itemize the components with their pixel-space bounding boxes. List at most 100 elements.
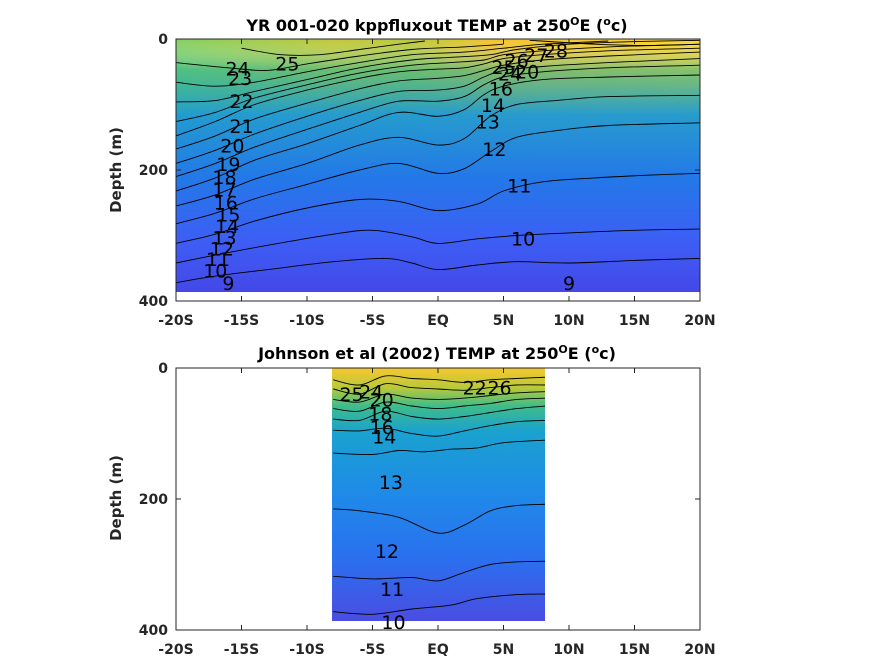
contour-label: 17 bbox=[212, 179, 236, 201]
contour-label: 25 bbox=[275, 54, 299, 76]
contour-label: 25 bbox=[491, 57, 515, 79]
contour-line-21 bbox=[176, 43, 700, 122]
contour-line-13 bbox=[176, 94, 700, 207]
x-tick-label: -5S bbox=[360, 313, 386, 329]
contour-line-20 bbox=[333, 391, 545, 403]
x-tick-label: 20N bbox=[684, 313, 715, 329]
top-panel-title: YR 001-020 kppfluxout TEMP at 250OE (oc) bbox=[245, 15, 627, 36]
x-tick-label: 15N bbox=[619, 642, 650, 656]
contour-label: 26 bbox=[487, 377, 511, 399]
contour-label: 27 bbox=[524, 45, 548, 67]
contour-line-25 bbox=[241, 40, 425, 56]
y-tick-label: 0 bbox=[158, 361, 168, 377]
x-tick-label: EQ bbox=[427, 642, 449, 656]
contour-label: 16 bbox=[489, 79, 513, 101]
x-tick-label: EQ bbox=[427, 313, 449, 329]
bottom-y-axis: 0 200 400 bbox=[139, 361, 700, 639]
contour-label: 19 bbox=[216, 154, 240, 176]
contour-line-24 bbox=[333, 375, 545, 386]
contour-line-12 bbox=[176, 122, 700, 225]
contour-label: 20 bbox=[220, 136, 244, 158]
y-tick-label: 200 bbox=[139, 163, 168, 179]
x-tick-label: -10S bbox=[289, 642, 324, 656]
x-tick-label: -20S bbox=[158, 642, 193, 656]
contour-line-10 bbox=[333, 593, 545, 615]
contour-line-18 bbox=[333, 397, 545, 412]
contour-line-27 bbox=[529, 39, 700, 46]
top-y-axis-label: Depth (m) bbox=[107, 127, 125, 213]
x-tick-label: 5N bbox=[493, 313, 514, 329]
top-x-axis: -20S -15S -10S -5S EQ 5N 10N 15N 20N bbox=[158, 39, 716, 329]
top-panel: YR 001-020 kppfluxout TEMP at 250OE (oc)… bbox=[107, 15, 716, 330]
contour-label: 11 bbox=[380, 579, 404, 601]
x-tick-label: -5S bbox=[360, 642, 386, 656]
contour-label: 9 bbox=[222, 273, 234, 295]
contour-label: 12 bbox=[375, 541, 399, 563]
bottom-x-axis: -20S -15S -10S -5S EQ 5N 10N 15N 20N bbox=[158, 368, 716, 656]
contour-line-18 bbox=[176, 51, 700, 150]
contour-line-22 bbox=[333, 383, 545, 395]
y-tick-label: 400 bbox=[139, 623, 168, 639]
bottom-panel-title: Johnson et al (2002) TEMP at 250OE (oc) bbox=[257, 343, 616, 364]
contour-line-23 bbox=[176, 40, 609, 87]
contour-line-24 bbox=[176, 43, 504, 71]
contour-label: 22 bbox=[463, 377, 487, 399]
contour-label: 20 bbox=[515, 62, 539, 84]
contour-label: 24 bbox=[498, 64, 522, 86]
contour-label: 16 bbox=[214, 193, 238, 215]
bottom-panel: Johnson et al (2002) TEMP at 250OE (oc) … bbox=[107, 343, 716, 656]
x-tick-label: 10N bbox=[553, 313, 584, 329]
bottom-field bbox=[332, 368, 545, 621]
x-tick-label: 20N bbox=[684, 642, 715, 656]
x-tick-label: -15S bbox=[224, 313, 259, 329]
x-tick-label: 10N bbox=[553, 642, 584, 656]
contour-label: 22 bbox=[229, 91, 253, 113]
contour-line-9 bbox=[176, 257, 700, 284]
contour-label: 10 bbox=[381, 612, 405, 634]
contour-label: 13 bbox=[379, 472, 403, 494]
y-tick-label: 400 bbox=[139, 294, 168, 310]
contour-label: 21 bbox=[229, 116, 253, 138]
contour-line-20 bbox=[176, 47, 700, 137]
top-contour-labels: 2524232221201918171615141312111092827262… bbox=[203, 41, 575, 296]
contour-label: 12 bbox=[210, 238, 234, 260]
contour-label: 14 bbox=[481, 95, 505, 117]
top-field bbox=[176, 39, 700, 292]
contour-label: 24 bbox=[359, 381, 383, 403]
contour-label: 18 bbox=[212, 167, 236, 189]
contour-label: 18 bbox=[368, 404, 392, 426]
contour-label: 24 bbox=[225, 58, 249, 80]
bottom-y-axis-label: Depth (m) bbox=[107, 455, 125, 541]
contour-line-13 bbox=[333, 439, 545, 456]
contour-label: 20 bbox=[370, 389, 394, 411]
contour-line-12 bbox=[333, 503, 545, 534]
x-tick-label: -10S bbox=[289, 313, 324, 329]
x-tick-label: -20S bbox=[158, 313, 193, 329]
contour-label: 13 bbox=[476, 111, 500, 133]
contour-label: 9 bbox=[563, 273, 575, 295]
contour-label: 15 bbox=[216, 204, 240, 226]
contour-label: 10 bbox=[203, 261, 227, 283]
contour-label: 23 bbox=[228, 68, 252, 90]
y-tick-label: 200 bbox=[139, 492, 168, 508]
contour-label: 14 bbox=[215, 216, 239, 238]
contour-line-16 bbox=[176, 58, 700, 164]
x-tick-label: 15N bbox=[619, 313, 650, 329]
top-field-depth-shading bbox=[176, 39, 700, 292]
contour-line-16 bbox=[333, 405, 545, 422]
x-tick-label: 5N bbox=[493, 642, 514, 656]
bottom-field-base bbox=[332, 368, 545, 621]
contour-label: 11 bbox=[507, 176, 531, 198]
contour-label: 25 bbox=[339, 384, 363, 406]
top-contour-lines bbox=[176, 39, 700, 284]
contour-label: 13 bbox=[212, 227, 236, 249]
contour-line-15 bbox=[176, 64, 700, 178]
contour-line-14 bbox=[176, 74, 700, 192]
contour-label: 14 bbox=[372, 427, 396, 449]
bottom-contour-lines bbox=[333, 375, 545, 615]
contour-line-14 bbox=[333, 419, 545, 437]
contour-line-10 bbox=[176, 228, 700, 264]
top-y-axis: 0 200 400 bbox=[139, 32, 700, 310]
